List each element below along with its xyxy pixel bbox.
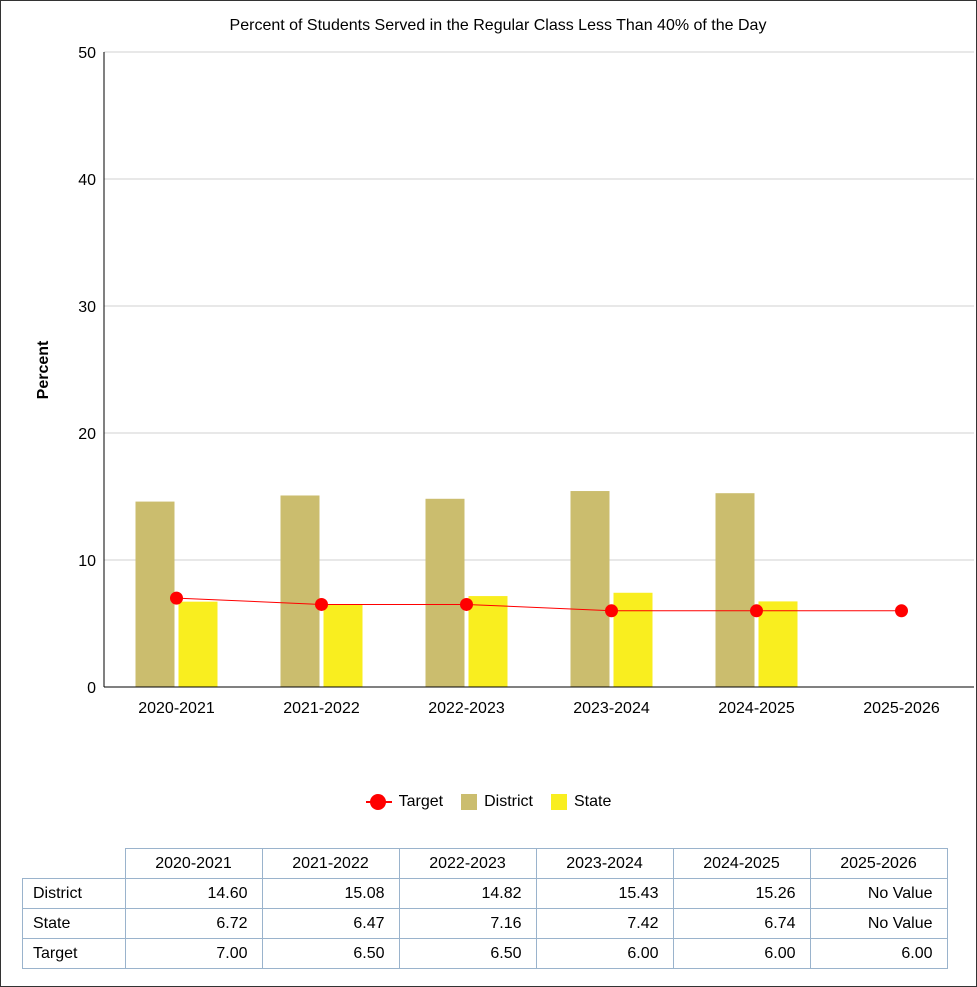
table-header-row: 2020-2021 2021-2022 2022-2023 2023-2024 …: [23, 848, 948, 879]
legend-item-district: District: [461, 793, 533, 811]
x-tick-label: 2022-2023: [428, 700, 505, 717]
table-row-district: District 14.60 15.08 14.82 15.43 15.26 N…: [22, 878, 948, 909]
y-tick-label: 20: [78, 426, 96, 443]
target-point: [750, 604, 763, 618]
x-tick-label: 2021-2022: [283, 700, 360, 717]
legend-item-state: State: [551, 793, 611, 811]
legend: Target District State: [0, 790, 977, 814]
target-point: [315, 597, 328, 611]
district-bar: [280, 495, 320, 687]
target-line: [176, 597, 902, 612]
table-cell: 15.26: [672, 878, 811, 909]
legend-district-label: District: [484, 793, 533, 810]
legend-state-swatch-icon: [551, 794, 567, 810]
legend-target-marker-icon: [365, 794, 392, 810]
state-bar: [468, 596, 508, 687]
state-bar: [758, 601, 798, 687]
table-column-header: 2023-2024: [535, 848, 674, 879]
table-cell: 15.08: [261, 878, 400, 909]
state-bar: [178, 601, 218, 687]
table-column-header: 2021-2022: [261, 848, 400, 879]
x-tick-label: 2025-2026: [863, 700, 940, 717]
bars: [135, 491, 798, 687]
legend-target-label: Target: [398, 793, 444, 810]
legend-state-label: State: [574, 793, 612, 810]
table-cell: 6.74: [672, 908, 811, 939]
y-tick-label: 50: [78, 45, 96, 62]
table-row-target: Target 7.00 6.50 6.50 6.00 6.00 6.00: [22, 938, 948, 969]
district-bar: [135, 501, 175, 687]
table-cell: No Value: [809, 878, 948, 909]
x-tick-labels: 2020-2021 2021-2022 2022-2023 2023-2024 2024…: [138, 700, 940, 717]
table-cell: 7.42: [535, 908, 674, 939]
state-bar: [323, 604, 363, 687]
table-cell: 6.50: [261, 938, 400, 969]
x-tick-label: 2020-2021: [138, 700, 215, 717]
table-cell: 6.47: [261, 908, 400, 939]
chart-title: Percent of Students Served in the Regula…: [230, 17, 767, 34]
table-cell: 6.50: [398, 938, 537, 969]
table-cell: No Value: [809, 908, 948, 939]
district-bar: [570, 491, 610, 687]
table-cell: 6.00: [672, 938, 811, 969]
table-row-state: State 6.72 6.47 7.16 7.42 6.74 No Value: [22, 908, 948, 939]
table-cell: 7.00: [124, 938, 263, 969]
y-tick-label: 30: [78, 299, 96, 316]
district-bar: [715, 493, 755, 687]
table-cell: 6.72: [124, 908, 263, 939]
state-bar: [613, 592, 653, 687]
target-point: [605, 604, 618, 618]
table-row-label: State: [22, 908, 126, 939]
table-cell: 6.00: [809, 938, 948, 969]
gridlines: [104, 51, 974, 561]
legend-item-target: Target: [365, 793, 444, 811]
target-point: [460, 597, 473, 611]
table-cell: 6.00: [535, 938, 674, 969]
y-axis-label: Percent: [35, 340, 52, 399]
table-cell: 15.43: [535, 878, 674, 909]
x-tick-label: 2024-2025: [718, 700, 795, 717]
y-tick-label: 10: [78, 553, 96, 570]
table-cell: 14.82: [398, 878, 537, 909]
target-point: [895, 604, 908, 618]
x-tick-label: 2023-2024: [573, 700, 650, 717]
y-tick-label: 40: [78, 172, 96, 189]
target-series: [170, 591, 908, 618]
table-row-label: Target: [22, 938, 126, 969]
table-row-label: District: [22, 878, 126, 909]
y-tick-labels: 0 10 20 30 40 50: [78, 45, 96, 697]
table-cell: 14.60: [124, 878, 263, 909]
table-column-header: 2025-2026: [809, 848, 948, 879]
target-point: [170, 591, 183, 605]
table-column-header: 2024-2025: [672, 848, 811, 879]
table-cell: 7.16: [398, 908, 537, 939]
table-corner-cell: [23, 849, 126, 879]
legend-district-swatch-icon: [461, 794, 478, 810]
table-column-header: 2022-2023: [398, 848, 537, 879]
y-tick-label: 0: [87, 680, 96, 697]
data-table: 2020-2021 2021-2022 2022-2023 2023-2024 …: [22, 848, 948, 969]
district-bar: [425, 498, 465, 687]
chart-area: Percent of Students Served in the Regula…: [35, 17, 974, 717]
table-column-header: 2020-2021: [124, 848, 263, 879]
